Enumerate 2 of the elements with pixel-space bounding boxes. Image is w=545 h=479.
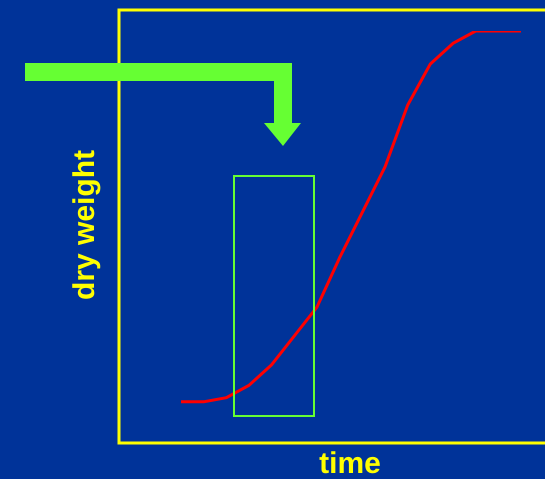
- y-axis-title: dry weight: [68, 150, 102, 300]
- x-axis-title: time: [319, 447, 381, 479]
